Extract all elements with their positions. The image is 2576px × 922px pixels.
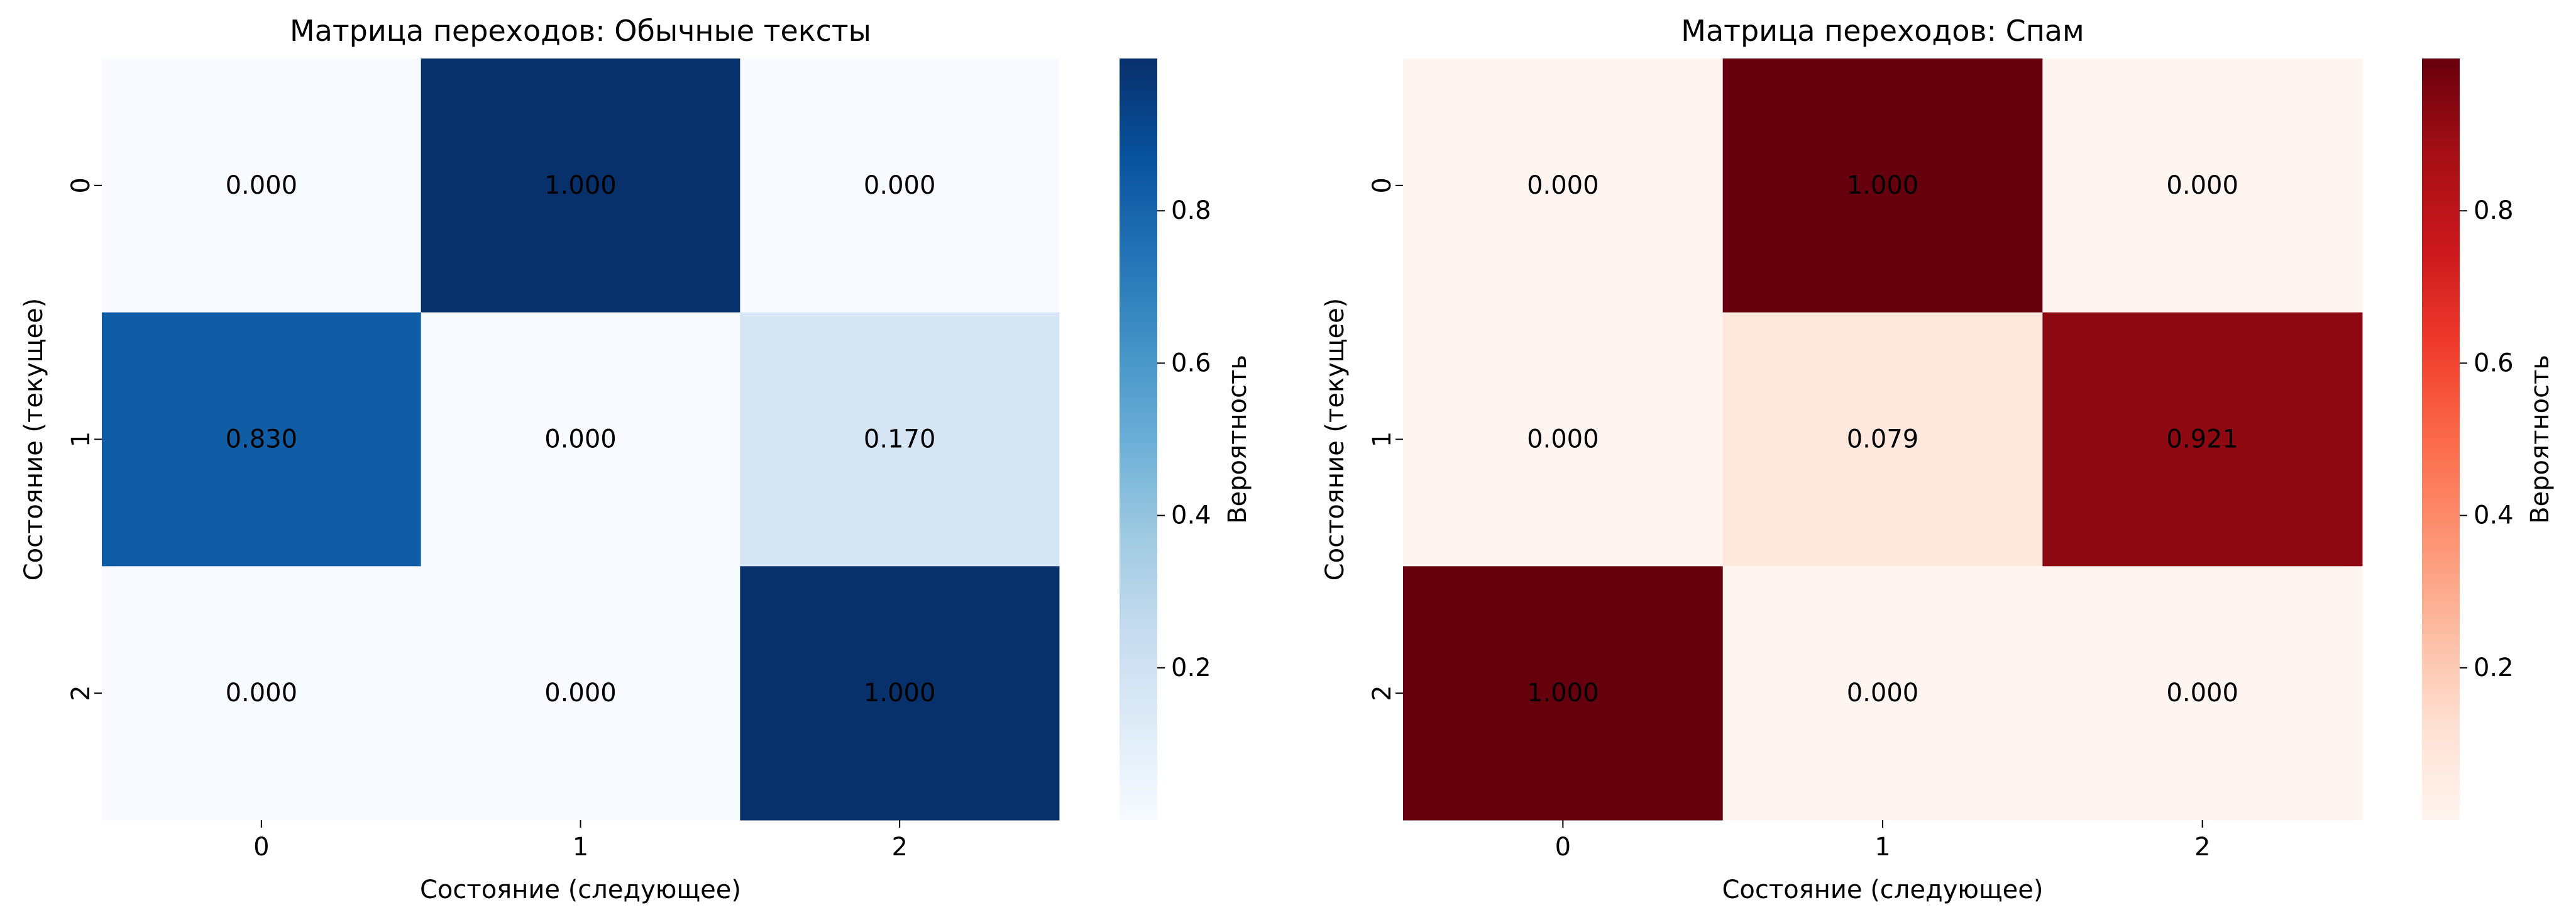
heatmap-cell [740,58,1060,313]
cell-annotation: 0.921 [2166,425,2238,454]
cell-annotation: 0.079 [1847,425,1919,454]
heatmap-cell [1722,312,2043,567]
y-tick-label: 1 [67,431,96,447]
cell-annotation: 0.000 [226,171,298,200]
colorbar-tick-label: 0.8 [1171,196,1211,225]
x-tick-label: 2 [891,833,907,862]
cell-annotation: 1.000 [1527,679,1599,708]
colorbar [1120,58,1157,820]
heatmap-cell [1403,58,1724,313]
cell-annotation: 1.000 [864,679,936,708]
x-axis-label: Состояние (следующее) [420,875,741,904]
cell-annotation: 0.000 [226,679,298,708]
x-tick-label: 2 [2194,833,2210,862]
y-tick-label: 2 [67,685,96,701]
colorbar [2422,58,2460,820]
cell-annotation: 0.000 [1527,425,1599,454]
y-tick-label: 0 [1368,177,1397,193]
heatmap-cell [2042,58,2363,313]
colorbar-tick-label: 0.6 [1171,348,1211,377]
colorbar-tick-label: 0.2 [1171,653,1211,682]
y-tick-label: 2 [1368,685,1397,701]
heatmap-cell [740,566,1060,821]
colorbar-label: Вероятность [1223,355,1252,524]
heatmap-cell [1722,566,2043,821]
heatmap-panel-1: 0.000 1.000 0.000 0.830 0.000 0.170 0.000 0.000… [19,14,1252,904]
heatmap-cell [421,566,740,821]
heatmap-cell [2042,566,2363,821]
heatmap-cell [1722,58,2043,313]
cell-annotation: 0.830 [226,425,298,454]
cell-annotation: 0.000 [1847,679,1919,708]
heatmap-panel-2: 0.000 1.000 0.000 0.000 0.079 0.921 1.000 0.000… [1321,14,2555,904]
colorbar-tick-label: 0.2 [2474,653,2514,682]
cell-annotation: 0.000 [2166,171,2238,200]
x-axis-label: Состояние (следующее) [1722,875,2044,904]
colorbar-tick-label: 0.8 [2474,196,2514,225]
heatmap-cell [421,58,740,313]
y-tick-label: 1 [1368,431,1397,447]
colorbar-tick-label: 0.6 [2474,348,2514,377]
heatmap-cell [102,566,422,821]
cell-annotation: 0.000 [864,171,936,200]
heatmap-cell [421,312,740,567]
heatmap-cell [740,312,1060,567]
cell-annotation: 0.000 [1527,171,1599,200]
heatmap-cell [1403,312,1724,567]
colorbar-tick-label: 0.4 [1171,501,1211,530]
x-tick-label: 1 [573,833,588,862]
x-tick-label: 0 [1555,833,1571,862]
cell-annotation: 0.000 [544,679,617,708]
x-tick-label: 1 [1874,833,1890,862]
chart-title: Матрица переходов: Спам [1681,14,2084,48]
heatmap-cell [102,312,422,567]
colorbar-label: Вероятность [2526,355,2555,524]
colorbar-tick-label: 0.4 [2474,501,2514,530]
heatmap-cell [1403,566,1724,821]
x-tick-label: 0 [253,833,269,862]
cell-annotation: 0.000 [544,425,617,454]
y-axis-label: Состояние (текущее) [19,298,48,581]
cell-annotation: 1.000 [1847,171,1919,200]
heatmap-cell [102,58,422,313]
cell-annotation: 0.170 [864,425,936,454]
y-axis-label: Состояние (текущее) [1321,298,1350,581]
cell-annotation: 0.000 [2166,679,2238,708]
heatmap-cell [2042,312,2363,567]
y-tick-label: 0 [67,177,96,193]
chart-title: Матрица переходов: Обычные тексты [290,14,871,48]
cell-annotation: 1.000 [544,171,617,200]
